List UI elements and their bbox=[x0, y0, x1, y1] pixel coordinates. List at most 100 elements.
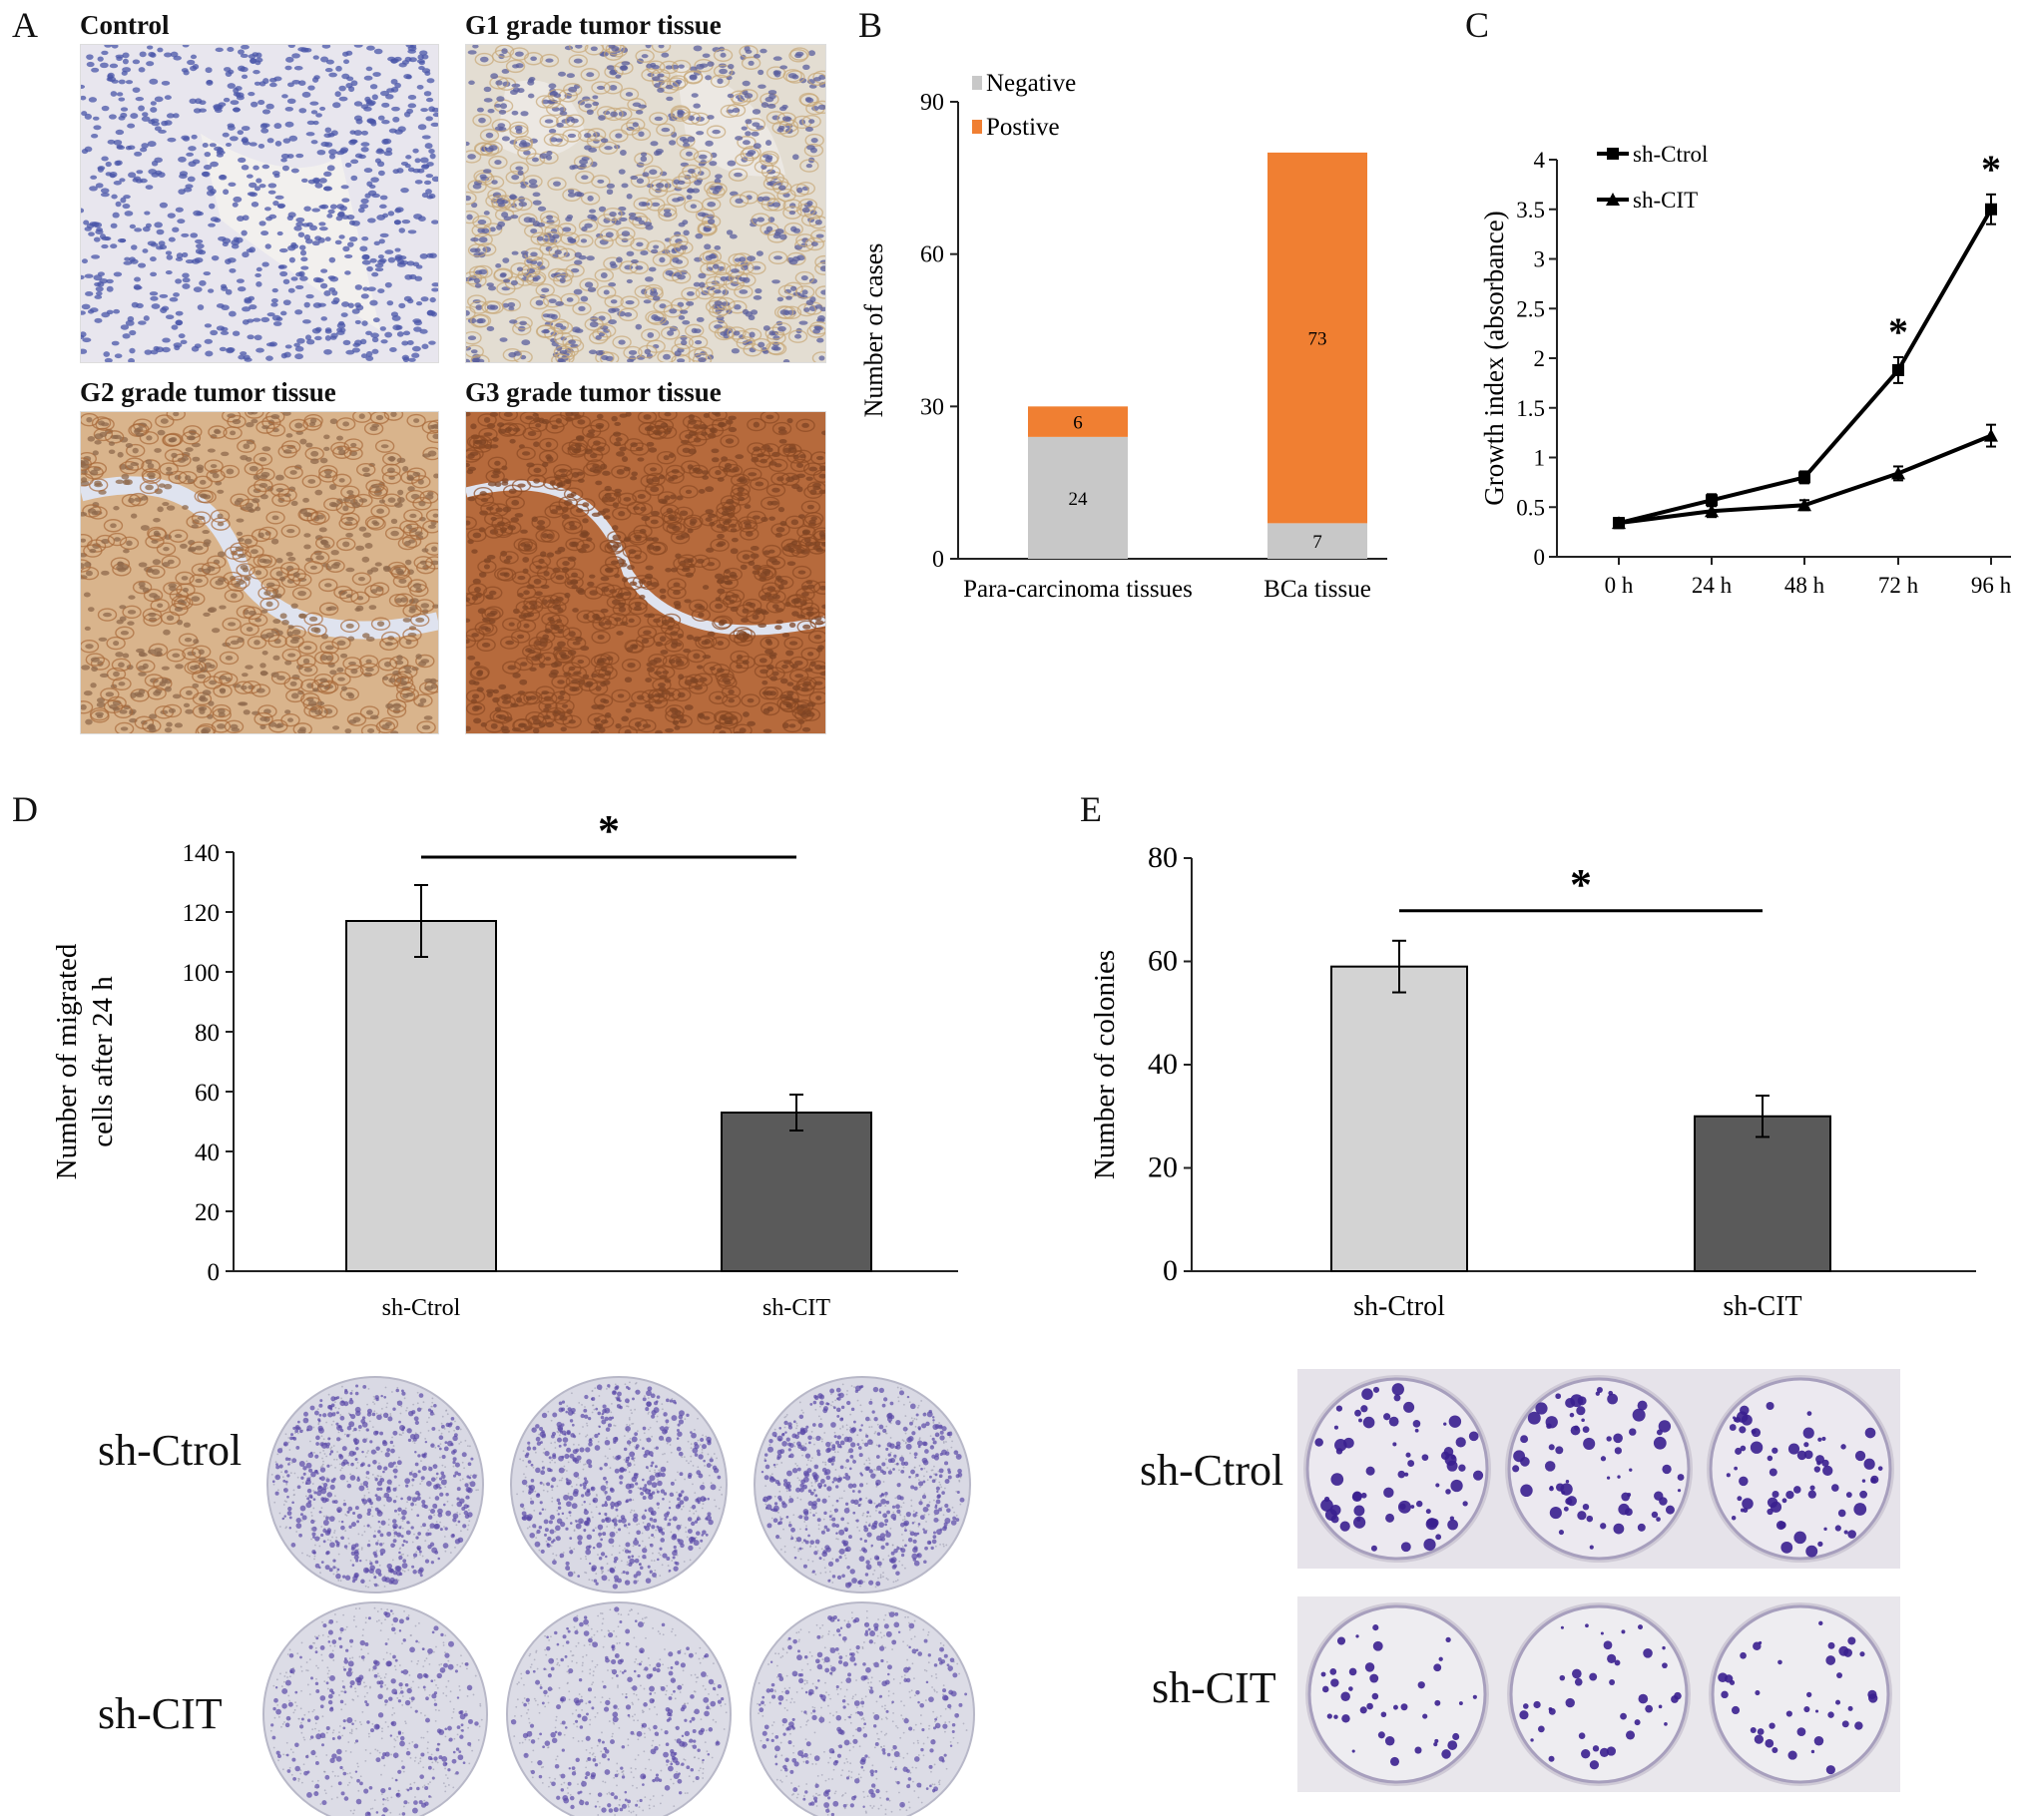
colony bbox=[1343, 1437, 1354, 1449]
colony bbox=[1757, 1728, 1765, 1735]
colony bbox=[1523, 1703, 1529, 1709]
colony bbox=[1360, 1405, 1368, 1413]
y-tick-label: 90 bbox=[920, 90, 944, 116]
chart-d: 0 20 40 60 80 100 120 140 Number of migrated cell… bbox=[40, 788, 998, 1352]
point-triangle bbox=[1705, 504, 1719, 518]
bar-negative bbox=[1028, 436, 1128, 559]
colony bbox=[1438, 1656, 1443, 1661]
colony bbox=[1638, 1693, 1649, 1704]
colony bbox=[1721, 1690, 1729, 1699]
y-tick-label: 0.5 bbox=[1516, 495, 1545, 520]
colony bbox=[1372, 1386, 1380, 1393]
y-tick-label: 60 bbox=[195, 1080, 220, 1107]
colony bbox=[1383, 1487, 1394, 1499]
colony bbox=[1643, 1648, 1653, 1658]
colony bbox=[1326, 1713, 1332, 1719]
colony bbox=[1530, 1738, 1534, 1742]
colony bbox=[1823, 1527, 1827, 1531]
colony bbox=[1821, 1459, 1829, 1468]
colony bbox=[1864, 1427, 1876, 1439]
panel-letter-b: B bbox=[858, 5, 883, 45]
colony bbox=[1416, 1500, 1423, 1508]
colony bbox=[1638, 1624, 1643, 1630]
colony bbox=[1582, 1503, 1590, 1511]
colony bbox=[1627, 1493, 1632, 1497]
colony bbox=[1417, 1681, 1425, 1689]
colony bbox=[1320, 1499, 1333, 1512]
colony bbox=[1735, 1447, 1743, 1455]
colony-label-sh-ctrol: sh-Ctrol bbox=[1140, 1446, 1284, 1495]
colony bbox=[1818, 1620, 1823, 1626]
colony bbox=[1734, 1466, 1738, 1471]
point-square bbox=[1892, 363, 1904, 376]
colony bbox=[1369, 1673, 1379, 1683]
colony bbox=[1458, 1464, 1466, 1472]
colony bbox=[1533, 1700, 1541, 1709]
colony bbox=[1742, 1498, 1754, 1510]
colony bbox=[1352, 1491, 1362, 1501]
colony bbox=[1769, 1722, 1775, 1729]
colony bbox=[1544, 1461, 1556, 1472]
colony bbox=[1845, 1492, 1852, 1498]
colony bbox=[1421, 1454, 1429, 1462]
colony bbox=[1618, 1503, 1630, 1516]
colony bbox=[1472, 1694, 1477, 1699]
colony bbox=[1637, 1523, 1646, 1532]
colony bbox=[1548, 1444, 1555, 1451]
colony bbox=[1803, 1442, 1809, 1448]
colony bbox=[1625, 1730, 1636, 1740]
colony bbox=[1330, 1473, 1344, 1486]
y-tick-label: 140 bbox=[183, 840, 221, 867]
significance-marker: * bbox=[1570, 860, 1592, 909]
colony bbox=[1434, 1699, 1441, 1706]
bar-postive bbox=[1028, 406, 1128, 437]
colony bbox=[1565, 1697, 1575, 1708]
panel-letter-d: D bbox=[12, 789, 38, 829]
colony bbox=[1400, 1542, 1411, 1553]
colony bbox=[1739, 1426, 1747, 1434]
colony bbox=[1384, 1736, 1395, 1746]
colony bbox=[1600, 1523, 1607, 1530]
colony bbox=[1606, 1436, 1612, 1442]
colony bbox=[1599, 1747, 1610, 1757]
colony bbox=[1535, 1402, 1548, 1415]
colony bbox=[1821, 1436, 1826, 1441]
colony bbox=[1555, 1446, 1564, 1455]
colony bbox=[1609, 1679, 1616, 1685]
colony bbox=[1813, 1466, 1821, 1473]
y-tick-label: 0 bbox=[208, 1259, 221, 1286]
colony bbox=[1775, 1521, 1786, 1531]
colony bbox=[1585, 1623, 1589, 1628]
colony bbox=[1433, 1663, 1442, 1672]
dish-label-sh-cit: sh-CIT bbox=[98, 1689, 223, 1738]
colony bbox=[1445, 1489, 1451, 1495]
colony bbox=[1847, 1705, 1853, 1711]
transwell-membrane bbox=[262, 1601, 488, 1816]
colony bbox=[1425, 1509, 1431, 1515]
point-square bbox=[1798, 471, 1810, 484]
colony bbox=[1397, 1470, 1406, 1479]
colony bbox=[1441, 1749, 1451, 1759]
colony bbox=[1662, 1662, 1668, 1669]
colony bbox=[1445, 1636, 1451, 1643]
colony bbox=[1581, 1749, 1591, 1759]
colony bbox=[1578, 1732, 1586, 1739]
colony bbox=[1443, 1422, 1447, 1426]
colony bbox=[1335, 1405, 1343, 1412]
colony bbox=[1877, 1466, 1883, 1471]
colony bbox=[1731, 1516, 1737, 1521]
colony bbox=[1574, 1677, 1583, 1686]
colony bbox=[1559, 1674, 1566, 1681]
colony bbox=[1607, 1653, 1617, 1663]
colony bbox=[1859, 1490, 1868, 1499]
x-tick-label: 48 h bbox=[1784, 573, 1825, 598]
colony bbox=[1600, 1456, 1607, 1462]
colony bbox=[1740, 1445, 1747, 1452]
culture-well bbox=[1305, 1377, 1489, 1561]
colony bbox=[1563, 1506, 1569, 1512]
colony bbox=[1834, 1525, 1841, 1532]
colony bbox=[1558, 1530, 1564, 1536]
colony bbox=[1324, 1509, 1337, 1522]
colony bbox=[1847, 1530, 1856, 1539]
colony bbox=[1450, 1479, 1463, 1493]
